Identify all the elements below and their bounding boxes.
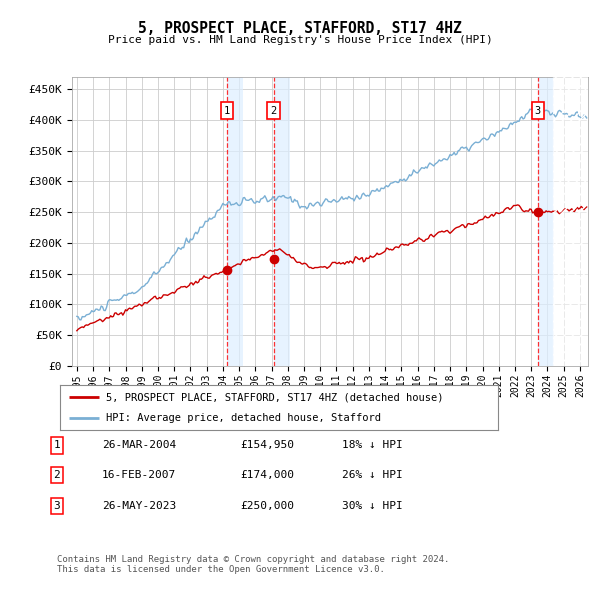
Bar: [227, 77, 243, 366]
Text: 2: 2: [271, 106, 277, 116]
Bar: [538, 77, 554, 366]
Text: 16-FEB-2007: 16-FEB-2007: [102, 470, 176, 480]
Text: £154,950: £154,950: [240, 441, 294, 450]
Bar: [553, 77, 588, 366]
Bar: [553, 77, 588, 366]
Text: 3: 3: [535, 106, 541, 116]
Text: 3: 3: [53, 501, 61, 510]
Text: 2: 2: [53, 470, 61, 480]
Text: 30% ↓ HPI: 30% ↓ HPI: [342, 501, 403, 510]
Text: 1: 1: [224, 106, 230, 116]
Text: 26-MAY-2023: 26-MAY-2023: [102, 501, 176, 510]
Text: £250,000: £250,000: [240, 501, 294, 510]
Text: 26% ↓ HPI: 26% ↓ HPI: [342, 470, 403, 480]
Text: Price paid vs. HM Land Registry's House Price Index (HPI): Price paid vs. HM Land Registry's House …: [107, 35, 493, 45]
Bar: [274, 77, 290, 366]
Text: 26-MAR-2004: 26-MAR-2004: [102, 441, 176, 450]
Text: 5, PROSPECT PLACE, STAFFORD, ST17 4HZ: 5, PROSPECT PLACE, STAFFORD, ST17 4HZ: [138, 21, 462, 35]
Text: £174,000: £174,000: [240, 470, 294, 480]
Text: 1: 1: [53, 441, 61, 450]
Text: 5, PROSPECT PLACE, STAFFORD, ST17 4HZ (detached house): 5, PROSPECT PLACE, STAFFORD, ST17 4HZ (d…: [106, 392, 443, 402]
Text: 18% ↓ HPI: 18% ↓ HPI: [342, 441, 403, 450]
Text: HPI: Average price, detached house, Stafford: HPI: Average price, detached house, Staf…: [106, 412, 381, 422]
Text: Contains HM Land Registry data © Crown copyright and database right 2024.
This d: Contains HM Land Registry data © Crown c…: [57, 555, 449, 574]
